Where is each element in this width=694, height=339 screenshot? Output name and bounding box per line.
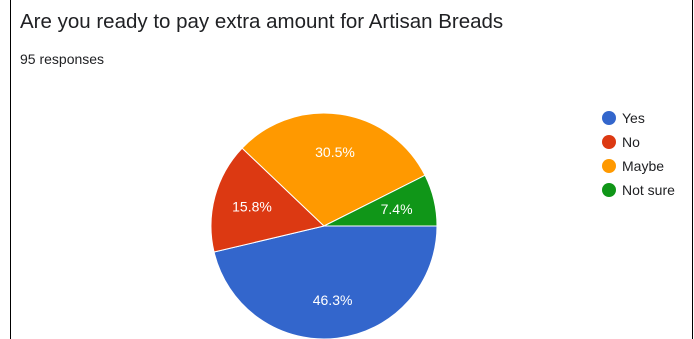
pie-slices: [210, 112, 438, 339]
legend-marker-maybe: [602, 159, 616, 173]
legend-label-no[interactable]: No: [622, 134, 640, 150]
slice-label-not-sure: 7.4%: [381, 201, 413, 217]
pie-slice-labels: 46.3% 15.8% 30.5% 7.4%: [232, 144, 412, 308]
legend-label-maybe[interactable]: Maybe: [622, 158, 664, 174]
chart-title: Are you ready to pay extra amount for Ar…: [20, 10, 504, 33]
pie-slice-no[interactable]: [210, 147, 326, 253]
legend-marker-no: [602, 135, 616, 149]
slice-label-maybe: 30.5%: [315, 144, 355, 160]
legend: Yes No Maybe Not sure: [602, 110, 675, 198]
slice-label-no: 15.8%: [232, 199, 272, 215]
pie-slice-not-sure[interactable]: [323, 174, 438, 227]
chart-card: Are you ready to pay extra amount for Ar…: [10, 0, 693, 339]
legend-marker-yes: [602, 111, 616, 125]
legend-marker-not-sure: [602, 183, 616, 197]
pie-slice-yes[interactable]: [213, 225, 438, 339]
response-count: 95 responses: [20, 51, 105, 67]
legend-label-yes[interactable]: Yes: [622, 110, 645, 126]
pie-chart: 46.3% 15.8% 30.5% 7.4% Yes No Maybe Not sure: [210, 110, 675, 339]
slice-label-yes: 46.3%: [313, 292, 353, 308]
legend-label-not-sure[interactable]: Not sure: [622, 182, 675, 198]
